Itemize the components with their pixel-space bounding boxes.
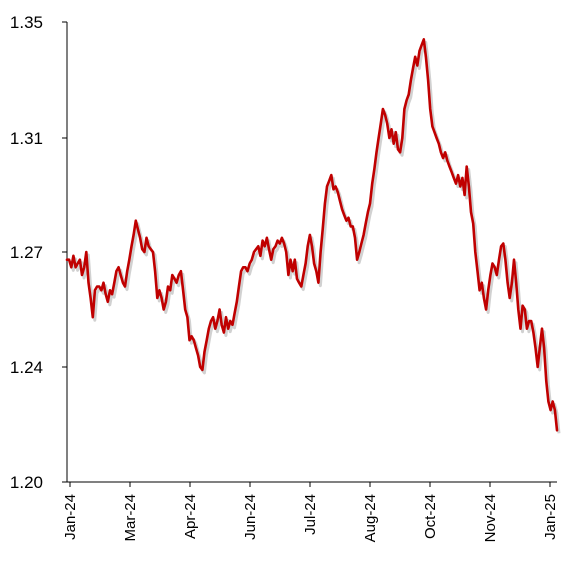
x-tick-label: Nov-24 (482, 494, 499, 542)
series-line (65, 38, 559, 432)
x-tick-label: Oct-24 (422, 494, 439, 539)
x-axis: Jan-24 Mar-24 Apr-24 Jun-24 Jul-24 Aug-24 Oct-… (62, 481, 559, 542)
x-tick-label: Aug-24 (362, 494, 379, 542)
y-tick-label: 1.20 (10, 473, 43, 492)
x-tick-label: Jul-24 (302, 494, 319, 535)
x-tick-label: Jan-25 (542, 494, 559, 540)
y-tick-label: 1.35 (10, 13, 43, 32)
y-tick-label: 1.24 (10, 358, 43, 377)
x-tick-label: Mar-24 (122, 494, 139, 542)
plot-area (65, 38, 561, 434)
y-tick-label: 1.31 (10, 129, 43, 148)
series-line-shadow (69, 40, 561, 434)
y-tick-label: 1.27 (10, 243, 43, 262)
y-axis: 1.20 1.24 1.27 1.31 1.35 (10, 13, 68, 492)
x-tick-label: Apr-24 (182, 494, 199, 539)
x-tick-label: Jan-24 (62, 494, 79, 540)
x-tick-label: Jun-24 (242, 494, 259, 540)
